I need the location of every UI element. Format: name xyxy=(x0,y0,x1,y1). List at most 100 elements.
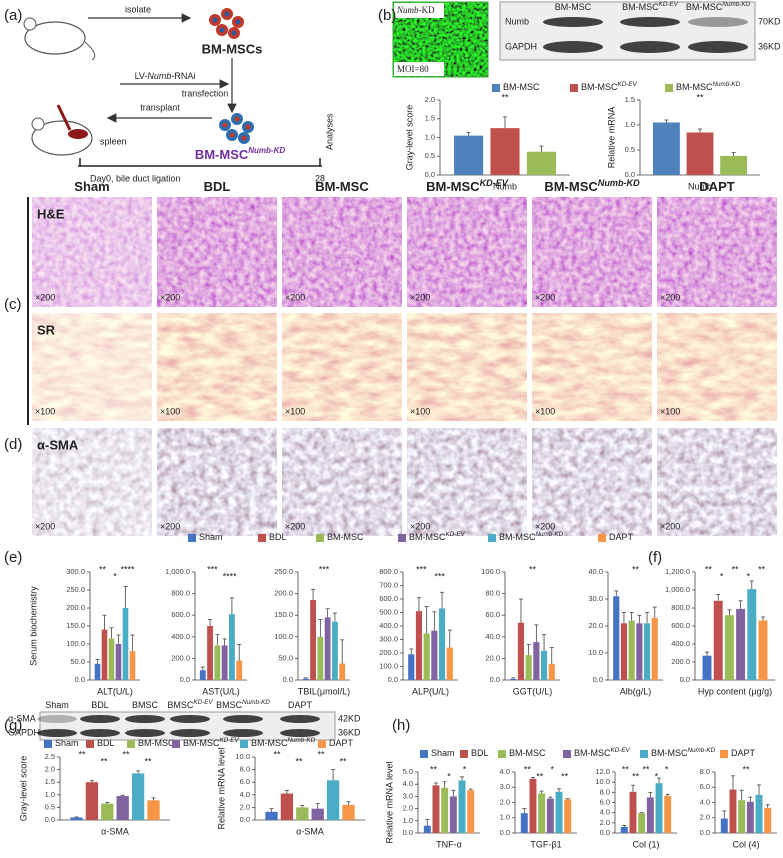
legend-label: BM-MSCNumb-KD xyxy=(676,81,741,93)
micrograph xyxy=(282,313,402,421)
y-tick-label: 8.0 xyxy=(240,765,250,774)
column-header: Sham xyxy=(74,179,109,194)
syringe xyxy=(56,104,72,131)
x-tick-label: Col (1) xyxy=(632,839,659,849)
y-tick-label: 500.0 xyxy=(379,607,398,616)
y-tick-label: 2.0 xyxy=(240,802,250,811)
magnification: ×100 xyxy=(535,406,555,416)
mouse xyxy=(24,21,86,55)
bar xyxy=(613,596,620,680)
error-bar xyxy=(698,128,702,133)
column-header: DAPT xyxy=(699,179,734,194)
label: isolate xyxy=(125,4,151,14)
y-tick-label: 0.0 xyxy=(45,815,55,824)
legend-label: BM-MSC xyxy=(503,82,540,92)
mouse-tail xyxy=(84,41,96,61)
bar xyxy=(538,793,546,833)
y-tick-label: 3.0 xyxy=(403,791,413,800)
error-bar xyxy=(440,591,445,609)
y-tick-label: 80.0 xyxy=(485,589,500,598)
error-bar xyxy=(730,775,735,790)
y-tick-label: 1.0 xyxy=(500,813,510,822)
error-bar xyxy=(120,794,125,797)
y-tick-label: 10.0 xyxy=(588,648,603,657)
row-label: Numb xyxy=(505,16,529,26)
legend-label: Numb-KD xyxy=(688,747,716,754)
lane-label: BM-MSC xyxy=(686,2,723,12)
micrograph xyxy=(282,428,402,536)
label: spleen xyxy=(100,136,127,146)
bar xyxy=(265,811,278,820)
lane-label: Numb-KD xyxy=(242,699,270,706)
panel-label: (c) xyxy=(4,296,22,313)
schematic: isolate BM-MSCs LV-Numb-RNAi transfectio… xyxy=(23,4,334,183)
y-tick-label: 4.0 xyxy=(240,790,250,799)
y-tick-label: 6.0 xyxy=(700,782,710,791)
magnification: ×200 xyxy=(160,521,180,531)
stain-label: H&E xyxy=(37,206,65,221)
label: LV- xyxy=(135,71,148,81)
error-bar xyxy=(539,790,544,794)
y-tick-label: 12.0 xyxy=(595,767,610,776)
error-bar xyxy=(614,590,619,597)
legend-label: DAPT xyxy=(609,532,634,542)
significance: ** xyxy=(273,749,281,759)
overlay xyxy=(32,428,152,536)
x-tick-label: GGT(U/L) xyxy=(513,686,553,696)
y-tick-label: 8.0 xyxy=(700,767,710,776)
magnification: ×200 xyxy=(35,521,55,531)
legend-label: BDL xyxy=(97,738,115,748)
legend-swatch xyxy=(172,740,180,748)
size-label: 70KD xyxy=(758,16,781,26)
legend-swatch xyxy=(316,534,324,542)
legend-label: BM-MSC xyxy=(138,738,175,748)
bar xyxy=(101,803,114,820)
lane-label: BM-MSC xyxy=(555,2,592,12)
significance: ** xyxy=(536,771,544,781)
lane-label: DAPT xyxy=(288,700,313,710)
column-header: BM-MSC xyxy=(544,179,598,194)
error-bar xyxy=(466,132,471,136)
legend-label: Numb-KD xyxy=(536,531,564,538)
lane-label: BM-MSC xyxy=(555,2,592,12)
band xyxy=(80,715,120,723)
legend-label: BM-MSC xyxy=(138,738,175,748)
error-bar xyxy=(442,781,447,788)
bar xyxy=(729,789,737,833)
bar xyxy=(736,608,746,680)
bar xyxy=(122,608,129,680)
row-label: α-SMA xyxy=(8,713,36,723)
stain-label: α-SMA xyxy=(37,437,79,452)
legend-swatch xyxy=(318,740,326,748)
bar xyxy=(339,663,346,680)
legend-label: BM-MSC xyxy=(183,738,220,748)
y-tick-label: 300.0 xyxy=(66,567,85,576)
legend-swatch xyxy=(665,84,673,92)
legend-label: BM-MSCKD-EV xyxy=(183,737,240,749)
legend-label: DAPT xyxy=(329,738,354,748)
bar xyxy=(738,800,746,833)
y-tick-label: 0.0 xyxy=(600,828,610,837)
error-bar xyxy=(739,789,744,801)
magnification: ×200 xyxy=(410,292,430,302)
micrograph xyxy=(157,313,277,421)
bar xyxy=(423,633,430,680)
bar xyxy=(302,678,309,680)
significance: *** xyxy=(434,571,445,581)
significance: *** xyxy=(416,564,427,574)
y-tick-label: 0.0 xyxy=(593,675,603,684)
micrograph xyxy=(32,428,152,536)
cells xyxy=(219,113,254,144)
x-tick-label: Hyp content (μg/g) xyxy=(698,686,772,696)
error-bar xyxy=(549,647,554,664)
bar xyxy=(758,620,768,680)
bar xyxy=(94,663,101,680)
significance: ** xyxy=(705,564,713,574)
overlay xyxy=(32,197,152,307)
y-tick-label: 250.0 xyxy=(274,567,293,576)
label: -KD xyxy=(419,5,435,15)
column-header: BM-MSC xyxy=(315,179,369,194)
micrograph xyxy=(407,428,527,536)
magnification: ×100 xyxy=(410,406,430,416)
magnification: ×100 xyxy=(285,406,305,416)
